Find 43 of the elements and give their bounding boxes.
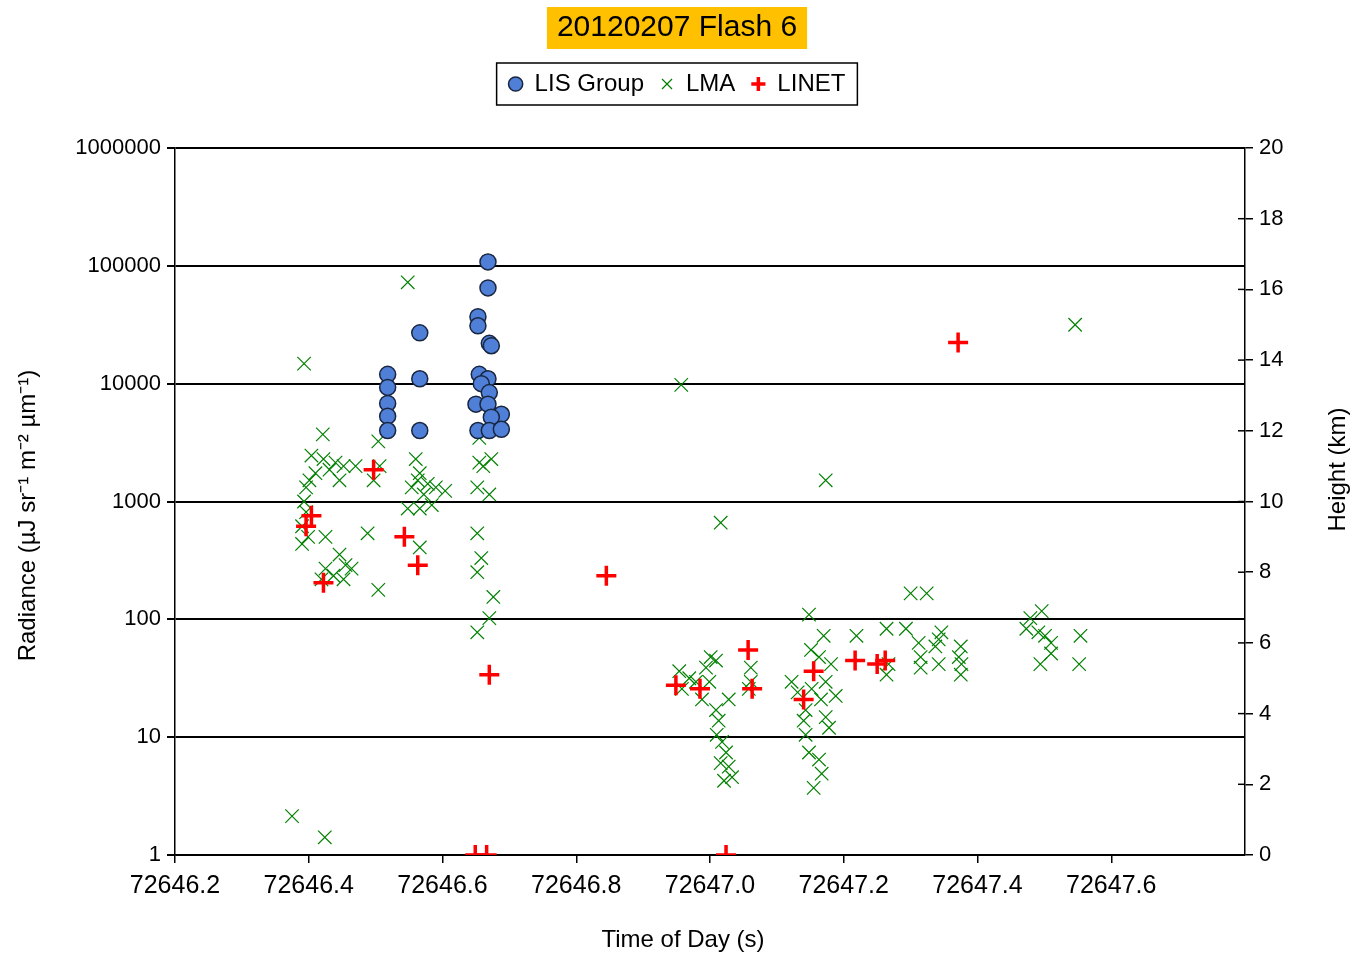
point bbox=[411, 370, 429, 388]
x-tick-label: 72647.4 bbox=[932, 869, 1023, 898]
y2-tick-label: 4 bbox=[1259, 699, 1272, 725]
point bbox=[378, 421, 397, 440]
y-tick-label: 1000000 bbox=[75, 134, 161, 160]
point bbox=[378, 378, 397, 397]
y-tick-label: 10 bbox=[136, 723, 161, 749]
y-tick-label: 100 bbox=[124, 605, 161, 631]
y-tick-label: 100000 bbox=[87, 251, 161, 277]
y-tick-label: 10000 bbox=[99, 369, 161, 395]
point bbox=[378, 407, 397, 425]
point bbox=[492, 420, 511, 439]
x-tick-label: 72646.2 bbox=[129, 869, 221, 898]
x-tick-label: 72647.6 bbox=[1066, 869, 1157, 898]
legend-label: LINET bbox=[777, 68, 846, 96]
point bbox=[479, 253, 497, 271]
point bbox=[411, 324, 429, 342]
x-tick-label: 72647.2 bbox=[798, 869, 889, 898]
y2-tick-label: 16 bbox=[1259, 275, 1284, 301]
y2-axis-title: Height (km) bbox=[1322, 407, 1350, 532]
y2-tick-label: 18 bbox=[1259, 204, 1284, 230]
y2-tick-label: 0 bbox=[1259, 841, 1272, 867]
y2-tick-label: 6 bbox=[1259, 628, 1272, 654]
y2-tick-label: 10 bbox=[1259, 487, 1284, 513]
y2-tick-label: 2 bbox=[1259, 770, 1272, 796]
legend-label: LIS Group bbox=[534, 68, 645, 96]
y2-tick-label: 20 bbox=[1259, 134, 1284, 160]
y2-tick-label: 12 bbox=[1259, 416, 1284, 442]
y2-tick-label: 8 bbox=[1259, 558, 1272, 584]
point bbox=[479, 279, 497, 297]
legend-label: LMA bbox=[686, 68, 736, 96]
chart-title: 20120207 Flash 6 bbox=[556, 9, 798, 43]
x-tick-label: 72646.4 bbox=[263, 869, 355, 898]
y-tick-label: 1000 bbox=[112, 487, 161, 513]
x-tick-label: 72647.0 bbox=[664, 869, 756, 898]
y-tick-label: 1 bbox=[148, 841, 161, 867]
point bbox=[469, 317, 487, 335]
x-tick-label: 72646.8 bbox=[531, 869, 622, 898]
x-axis-title: Time of Day (s) bbox=[601, 924, 765, 952]
x-tick-label: 72646.6 bbox=[397, 869, 488, 898]
y2-tick-label: 14 bbox=[1259, 346, 1284, 372]
y-axis-title: Radiance (µJ sr⁻¹ m⁻² µm⁻¹) bbox=[12, 369, 40, 662]
point bbox=[411, 421, 429, 440]
